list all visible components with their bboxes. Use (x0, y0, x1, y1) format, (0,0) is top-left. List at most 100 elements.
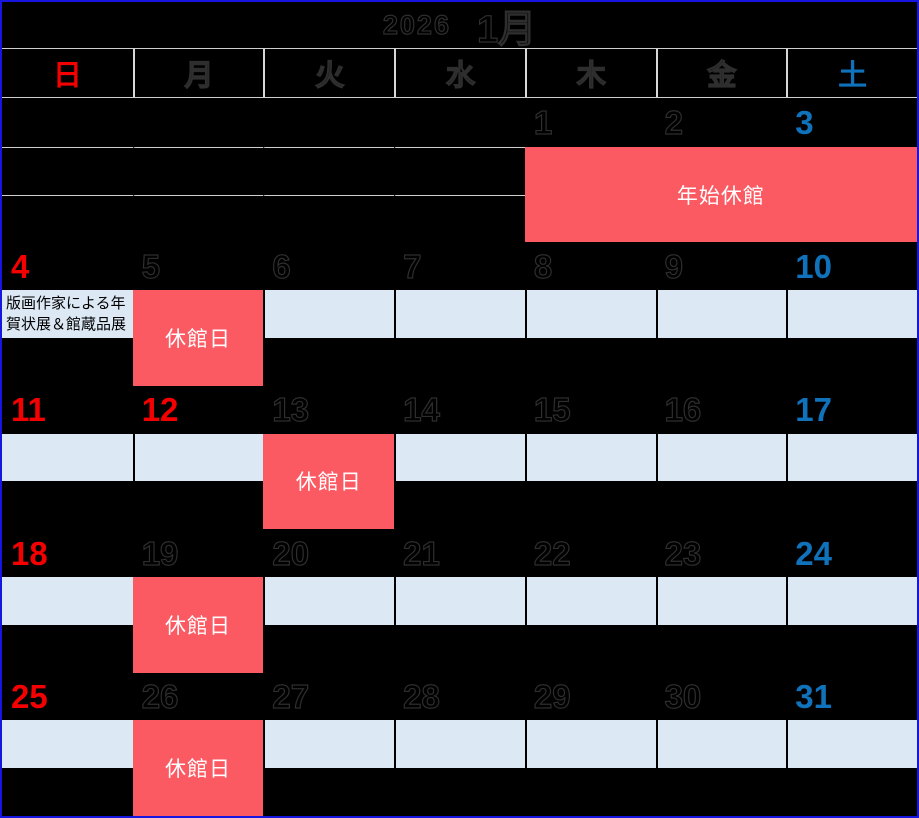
date-cell: 24 (786, 529, 917, 577)
event-strip-cell (263, 720, 395, 769)
date-cell: 6 (263, 242, 394, 290)
event-strip-cell (655, 433, 787, 482)
date-number: 17 (795, 391, 832, 429)
title-month: 1月 (476, 8, 537, 51)
closure-label: 休館日 (165, 328, 232, 351)
gap-cell (786, 481, 917, 529)
empty-cell (263, 146, 395, 195)
empty-cell (132, 146, 264, 195)
event-strip-cell (263, 290, 395, 338)
event-strip-cell (786, 577, 917, 625)
date-cell (394, 99, 525, 147)
date-cell (2, 99, 133, 147)
date-number: 3 (795, 104, 814, 142)
event-strip-cell (2, 577, 133, 625)
date-cell (133, 99, 264, 147)
date-number: 27 (272, 678, 310, 716)
event-strip-cell (786, 433, 917, 482)
event-strip-cell (2, 433, 133, 482)
date-cell: 14 (394, 386, 525, 434)
date-cell: 30 (656, 673, 787, 721)
date-number: 22 (533, 534, 571, 572)
exhibition-event-label: 版画作家による年賀状展＆館蔵品展 (6, 295, 127, 334)
event-strip-cell (786, 720, 917, 769)
event-strip-cell (655, 720, 787, 769)
gap-cell (786, 768, 917, 816)
gap-cell (656, 768, 787, 816)
gap-cell (2, 481, 133, 529)
date-cell: 12 (133, 386, 264, 434)
closure-label: 休館日 (165, 614, 232, 638)
date-cell: 16 (656, 386, 787, 434)
event-strip-cell (655, 577, 787, 625)
date-number-row: 25 26 27 28 29 30 31 (2, 673, 917, 721)
date-number: 31 (795, 678, 832, 716)
closure-block: 休館日 (263, 433, 395, 530)
date-number: 6 (272, 247, 292, 285)
date-cell: 27 (263, 673, 394, 721)
gap-cell (2, 194, 133, 243)
date-number: 12 (141, 391, 179, 429)
date-number: 1 (533, 104, 553, 142)
event-strip-cell (655, 290, 787, 338)
date-number-row: 11 12 13 14 15 16 17 (2, 386, 917, 434)
date-cell: 26 (133, 673, 264, 721)
date-number: 15 (533, 391, 571, 429)
date-number: 26 (141, 678, 179, 716)
date-number: 29 (533, 678, 571, 716)
closure-label: 休館日 (295, 471, 362, 495)
date-number: 24 (795, 534, 832, 572)
date-number-row: 18 19 20 21 22 23 24 (2, 529, 917, 577)
gap-cell (525, 481, 656, 529)
date-number: 4 (11, 247, 30, 285)
date-cell: 10 (786, 242, 917, 290)
date-number: 25 (11, 678, 48, 716)
event-strip-row (2, 433, 917, 482)
gap-cell (394, 768, 525, 816)
event-strip-cell (394, 433, 525, 482)
title-year: 2026 (382, 9, 451, 40)
date-cell: 25 (2, 673, 133, 721)
gap-cell (263, 768, 394, 816)
gap-cell (656, 481, 787, 529)
event-strip-row (2, 146, 917, 195)
event-strip-cell (2, 720, 133, 769)
closure-block: 休館日 (132, 577, 264, 673)
date-number: 30 (664, 678, 702, 716)
date-number: 2 (664, 104, 684, 142)
date-cell: 9 (656, 242, 787, 290)
date-number: 20 (272, 534, 310, 572)
empty-cell (394, 146, 525, 195)
weekday-header-thu: 木 (524, 49, 656, 97)
week-row: 4 5 6 7 8 9 10 版画作家による年賀状展＆館蔵品展 休館日 (2, 242, 917, 386)
date-cell: 8 (525, 242, 656, 290)
week-row: 25 26 27 28 29 30 31 休館日 (2, 673, 917, 816)
event-strip-cell (394, 577, 525, 625)
date-cell: 1 (525, 99, 656, 147)
gap-cell (786, 338, 917, 386)
event-strip-cell (524, 433, 656, 482)
date-cell: 18 (2, 529, 133, 577)
gap-cell (133, 481, 264, 529)
date-cell: 2 (656, 99, 787, 147)
week-row: 18 19 20 21 22 23 24 休館日 (2, 529, 917, 673)
date-cell: 7 (394, 242, 525, 290)
weekday-header-wed: 水 (394, 49, 525, 97)
closure-label: 休館日 (165, 758, 232, 782)
gap-cell (394, 625, 525, 673)
date-cell: 21 (394, 529, 525, 577)
date-cell: 4 (2, 242, 133, 290)
gap-cell (394, 338, 525, 386)
weekday-header-sun: 日 (52, 60, 82, 92)
date-cell: 11 (2, 386, 133, 434)
gap-cell (786, 625, 917, 673)
date-number: 28 (403, 678, 441, 716)
event-strip-cell (132, 433, 264, 482)
weeks-container: 1 2 3 年始休館 4 5 6 7 8 9 10 版画作家による年賀状展＆館蔵品展 休館日 11 12 13… (2, 99, 917, 816)
event-strip-cell (524, 720, 656, 769)
date-cell: 17 (786, 386, 917, 434)
date-number: 19 (141, 534, 179, 572)
date-number: 8 (533, 247, 553, 285)
gap-cell (132, 194, 264, 243)
date-number-row: 1 2 3 (2, 99, 917, 147)
